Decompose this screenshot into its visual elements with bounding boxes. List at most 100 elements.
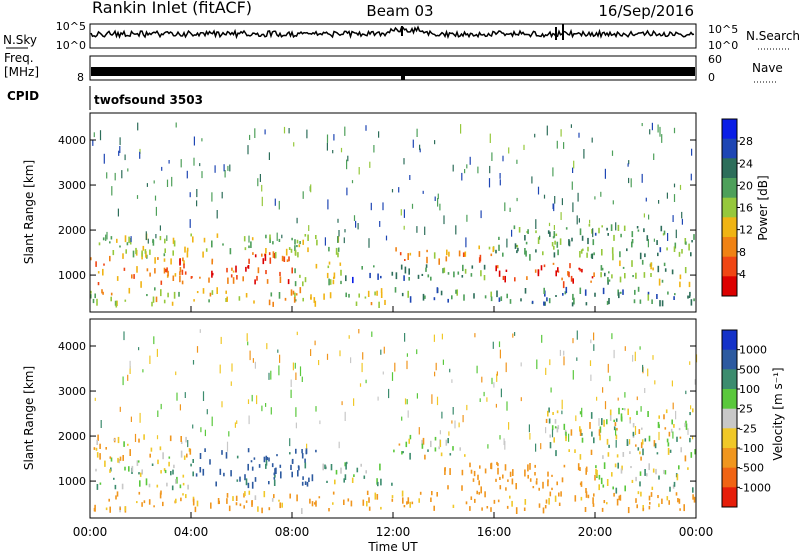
heatmap-cell [261,184,263,192]
heatmap-cell [119,456,122,461]
heatmap-cell [675,229,677,239]
power-y-axis-label: Slant Range [km] [22,160,36,264]
heatmap-cell [251,394,253,402]
heatmap-cell [430,440,432,448]
heatmap-cell [150,447,153,452]
heatmap-cell [132,250,135,258]
heatmap-cell [559,349,561,356]
heatmap-cell [166,267,168,273]
heatmap-cell [563,350,565,356]
heatmap-cell [498,244,500,251]
heatmap-cell [466,214,468,222]
heatmap-cell [622,266,625,269]
heatmap-cell [687,467,689,470]
heatmap-cell [505,487,507,491]
heatmap-cell [644,469,646,476]
heatmap-cell [183,263,185,269]
heatmap-cell [245,500,248,503]
heatmap-cell [294,268,296,274]
heatmap-cell [200,427,202,433]
heatmap-cell [268,457,270,462]
heatmap-cell [562,281,565,289]
heatmap-cell [440,290,443,296]
heatmap-cell [627,507,630,514]
heatmap-cell [563,356,565,366]
heatmap-cell [344,462,346,467]
heatmap-cell [182,257,184,262]
heatmap-cell [156,484,159,488]
heatmap-cell [658,278,661,286]
heatmap-cell [122,455,124,461]
heatmap-cell [97,434,99,441]
beam-label: Beam 03 [366,2,433,20]
cpid-label: CPID [7,89,39,103]
heatmap-cell [102,268,104,276]
heatmap-cell [499,349,501,359]
heatmap-cell [254,128,256,138]
heatmap-cell [601,225,603,228]
heatmap-cell [216,287,218,294]
heatmap-cell [529,433,531,440]
heatmap-cell [537,186,540,195]
heatmap-cell [409,501,411,508]
heatmap-cell [159,225,161,231]
heatmap-cell [495,478,497,482]
heatmap-cell [426,249,428,253]
heatmap-cell [483,264,486,270]
heatmap-cell [324,464,326,469]
heatmap-cell [683,504,685,512]
colorbar-swatch [722,217,737,238]
heatmap-cell [182,474,185,478]
heatmap-cell [497,467,499,475]
heatmap-cell [302,239,304,245]
heatmap-cell [602,387,604,393]
heatmap-cell [598,484,600,491]
heatmap-cell [406,353,408,357]
heatmap-cell [691,240,693,243]
heatmap-cell [527,229,529,234]
heatmap-cell [155,296,158,303]
x-tick-label: 16:00 [477,525,512,539]
heatmap-cell [447,438,449,444]
heatmap-cell [629,439,631,445]
y-tick-label: 2000 [58,224,86,237]
heatmap-cell [598,227,600,234]
heatmap-cell [353,474,355,477]
heatmap-cell [219,364,221,374]
colorbar-swatch [722,330,737,351]
heatmap-cell [588,223,591,227]
heatmap-cell [512,469,514,476]
colorbar-tick-label: -500 [739,462,764,475]
velocity-heatmap [93,329,698,514]
heatmap-cell [666,247,668,251]
heatmap-cell [245,478,248,486]
heatmap-cell [181,269,184,275]
heatmap-cell [230,274,233,278]
heatmap-cell [634,426,637,435]
y-tick-label: 1000 [58,269,86,282]
heatmap-cell [145,231,147,241]
heatmap-cell [685,423,688,430]
heatmap-cell [291,458,294,464]
heatmap-cell [244,247,247,251]
heatmap-cell [553,252,556,258]
heatmap-cell [543,301,545,306]
heatmap-cell [306,481,309,487]
heatmap-cell [95,447,98,451]
heatmap-cell [448,431,450,436]
heatmap-cell [362,499,365,506]
heatmap-cell [256,275,258,281]
heatmap-cell [500,388,502,398]
heatmap-cell [313,297,316,303]
heatmap-cell [103,153,105,164]
heatmap-cell [258,464,261,468]
heatmap-cell [579,228,582,236]
heatmap-cell [318,496,321,499]
heatmap-cell [269,234,271,240]
heatmap-cell [464,268,467,274]
heatmap-cell [124,506,126,512]
heatmap-cell [155,234,157,239]
heatmap-cell [631,239,634,244]
heatmap-cell [555,450,557,457]
